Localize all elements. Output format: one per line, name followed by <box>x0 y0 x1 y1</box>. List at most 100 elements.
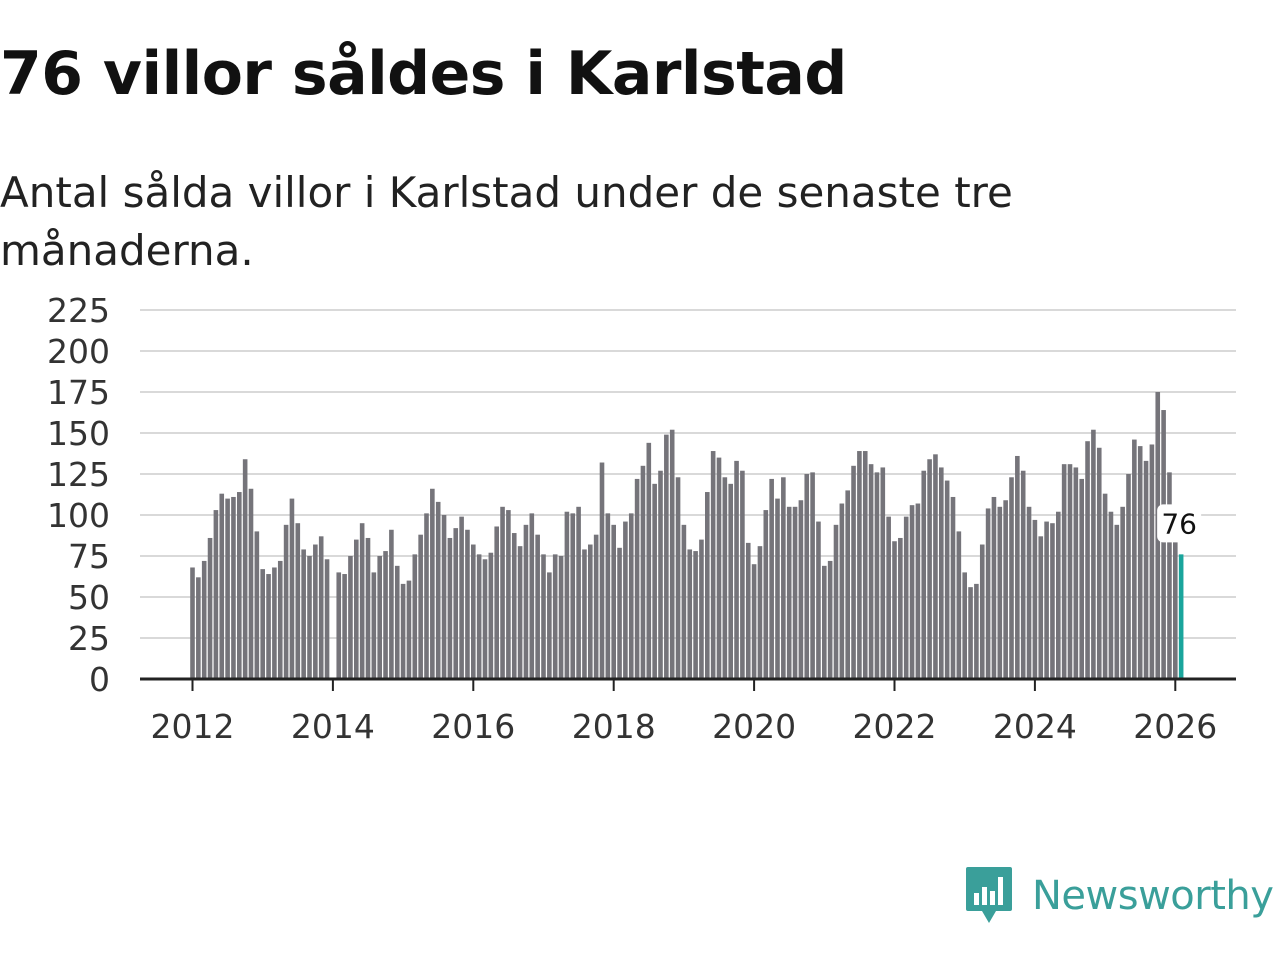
bar <box>868 464 874 679</box>
newsworthy-logo: Newsworthy <box>964 864 1274 928</box>
x-tick-label: 2018 <box>572 707 656 746</box>
y-tick-label: 125 <box>47 455 110 494</box>
bar <box>1091 429 1096 679</box>
bar <box>1161 410 1166 679</box>
bar <box>845 490 850 679</box>
bar <box>1173 533 1178 679</box>
bar <box>1108 511 1114 679</box>
bar <box>623 521 628 679</box>
bar <box>921 470 927 679</box>
bar <box>652 483 657 679</box>
bar <box>1038 536 1044 679</box>
bar <box>365 537 371 679</box>
bar <box>985 508 991 679</box>
bar <box>927 459 932 679</box>
bar <box>465 529 470 679</box>
bar <box>354 539 359 679</box>
x-tick-label: 2016 <box>431 707 515 746</box>
bar <box>944 480 950 679</box>
bar <box>441 515 447 679</box>
bar <box>488 552 494 679</box>
bar <box>757 546 763 679</box>
bar <box>962 572 967 679</box>
bar <box>289 498 295 679</box>
bar <box>833 524 839 679</box>
y-tick-label: 100 <box>47 496 110 535</box>
bar <box>991 496 997 679</box>
bar <box>1026 506 1032 679</box>
bar <box>892 541 897 679</box>
bar <box>1096 447 1102 679</box>
bar <box>593 534 599 679</box>
bar <box>225 498 230 679</box>
callout-background <box>1157 504 1202 543</box>
bar <box>476 554 482 679</box>
x-tick-label: 2012 <box>151 707 235 746</box>
bar <box>482 559 488 679</box>
bar <box>1178 554 1184 679</box>
y-tick-label: 50 <box>68 578 110 617</box>
bar <box>1020 470 1026 679</box>
bar <box>1044 521 1049 679</box>
x-tick-label: 2026 <box>1133 707 1217 746</box>
bar <box>1050 523 1055 679</box>
bar <box>196 577 201 679</box>
bar <box>342 574 347 679</box>
x-tick-label: 2024 <box>993 707 1077 746</box>
x-axis-ticks: 2012 2014 2016 2018 2020 2022 2024 2026 <box>151 679 1217 746</box>
bar <box>301 549 306 679</box>
y-tick-label: 150 <box>47 414 110 453</box>
bar <box>1102 493 1108 679</box>
bar <box>1149 444 1155 679</box>
bar <box>207 537 213 679</box>
bar <box>628 513 634 679</box>
latest-value-callout: 76 <box>1157 504 1202 543</box>
bar <box>359 523 365 679</box>
bar <box>1079 478 1084 679</box>
bar <box>898 537 903 679</box>
bar <box>424 513 429 679</box>
bar <box>839 503 845 679</box>
bar <box>307 556 312 679</box>
bar <box>669 429 675 679</box>
bar <box>254 531 260 679</box>
bar <box>324 559 330 679</box>
bar <box>933 454 938 679</box>
bar <box>816 521 821 679</box>
bar <box>260 569 265 679</box>
bar <box>979 544 985 679</box>
bar <box>430 488 435 679</box>
bar <box>822 565 827 679</box>
bar <box>190 567 195 679</box>
bar <box>734 460 739 679</box>
bar <box>693 551 698 679</box>
bar <box>529 513 535 679</box>
bar <box>751 564 757 679</box>
bar <box>804 474 810 679</box>
bar <box>389 529 394 679</box>
bar <box>336 572 342 679</box>
bar <box>1137 446 1143 679</box>
bar <box>658 470 663 679</box>
chart-subtitle: Antal sålda villor i Karlstad under de s… <box>0 168 1013 275</box>
bar <box>681 524 687 679</box>
bar <box>412 554 418 679</box>
bar <box>862 451 868 679</box>
bar <box>313 544 318 679</box>
bar <box>1143 460 1149 679</box>
bar <box>605 513 611 679</box>
latest-value-label: 76 <box>1161 507 1197 540</box>
bar <box>634 478 640 679</box>
bar <box>506 510 511 679</box>
bar <box>213 510 219 679</box>
bar <box>874 472 880 679</box>
y-tick-label: 0 <box>89 660 110 699</box>
bar <box>535 534 540 679</box>
bar <box>1061 464 1067 679</box>
bar <box>400 583 406 679</box>
bar <box>851 465 856 679</box>
bar <box>383 551 388 679</box>
x-tick-label: 2022 <box>853 707 937 746</box>
bar <box>318 536 324 679</box>
